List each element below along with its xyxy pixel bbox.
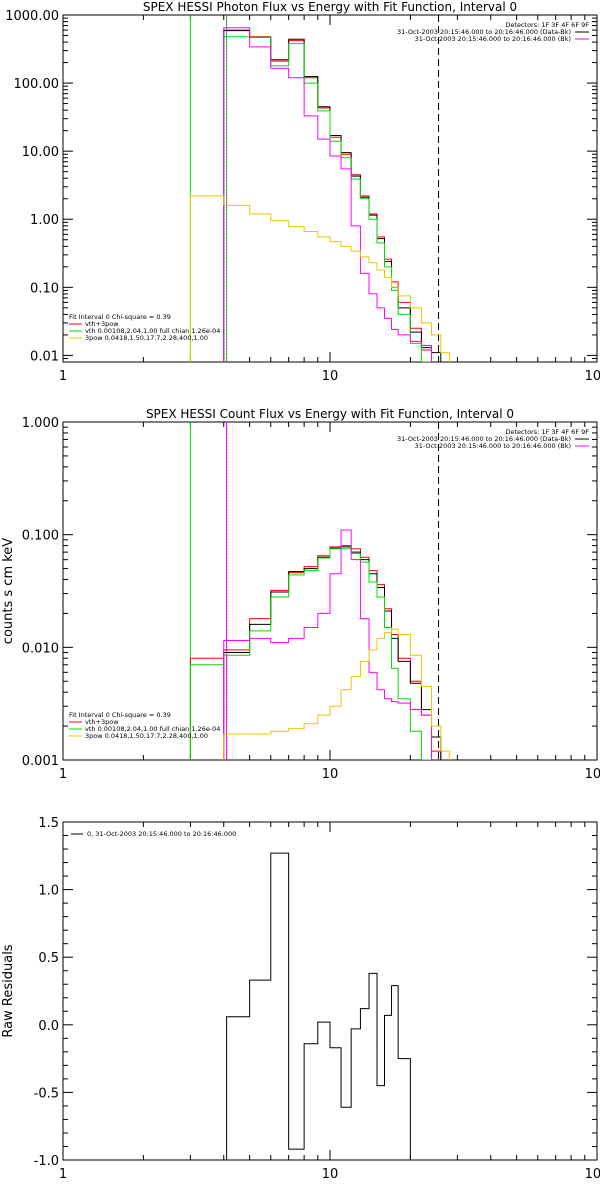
legend-right-item: 31-Oct-2003 20:15:46.000 to 20:16:46.000… [397,28,571,36]
y-tick-label: 0.010 [22,641,59,656]
panel-3: 1 10 100 -1.0 -0.5 0.0 0.5 1.0 1.5 Raw Residuals 0… [1,816,600,1182]
x-tick-label: 100 [585,1167,600,1182]
legend-right-item: 31-Oct-2003 20:15:46.000 to 20:16:46.000… [415,442,571,450]
series-4-line [223,529,433,760]
plot-frame [62,821,598,1161]
legend-left-item: vth+3pow [85,718,119,726]
y-tick-label: 0.01 [30,349,59,364]
y-tick-label: -1.0 [34,1154,59,1169]
legend-right-item: 31-Oct-2003 20:15:46.000 to 20:16:46.000… [397,435,571,443]
legend-left-item: Fit Interval 0 Chi-square = 0.39 [69,313,171,321]
series-1-line [226,852,411,1160]
y-tick-label: 1.0 [38,884,59,899]
plot-frame [62,14,598,363]
y-tick-label: 1.000 [22,416,59,431]
legend-left-item: vth 0.00108,2.04,1.00 full chian 1.26e-0… [85,725,220,733]
x-tick-label: 1 [59,1167,67,1182]
legend-top-item: 0, 31-Oct-2003 20:15:46.000 to 20:16:46.… [87,830,236,838]
x-tick-label: 10 [322,1167,339,1182]
panel-1: SPEX HESSI Photon Flux vs Energy with Fi… [5,0,600,384]
series-5-line [223,628,450,760]
x-tick-label: 1 [59,767,67,782]
series-2-line [223,30,442,362]
y-tick-label: 1.5 [38,816,59,831]
series-1-line [223,29,433,362]
y-axis-label: counts s cm keV [1,538,16,644]
series-4-line [223,27,433,362]
y-tick-label: 100.00 [14,77,60,92]
x-tick-label: 100 [585,767,600,782]
y-tick-label: 10.00 [22,145,59,160]
y-tick-label: 1.00 [30,213,59,228]
chart-title: SPEX HESSI Count Flux vs Energy with Fit… [146,407,514,421]
legend-right-item: Detectors: 1F 3F 4F 6F 9F [505,21,589,29]
legend-left-item: vth 0.00108,2.04,1.00 full chian 1.26e-0… [85,327,220,335]
y-tick-label: 0.100 [22,529,59,544]
series-2-line [223,546,442,760]
x-tick-label: 10 [322,369,339,384]
x-tick-label: 100 [585,369,600,384]
series-3-line [223,36,432,362]
legend-right-item: Detectors: 1F 3F 4F 6F 9F [505,428,589,436]
legend-left-item: 3pow 0.0418,1.50,17.7,2.28,400,1.00 [85,732,208,740]
panel-2: SPEX HESSI Count Flux vs Energy with Fit… [1,407,600,782]
legend-left-item: 3pow 0.0418,1.50,17.7,2.28,400,1.00 [85,334,208,342]
y-axis-label: Raw Residuals [1,944,16,1037]
y-tick-label: 1000.00 [5,9,59,24]
legend-right-item: 31-Oct-2003 20:15:46.000 to 20:16:46.000… [415,35,571,43]
x-tick-label: 10 [322,767,339,782]
y-tick-label: 0.0 [38,1019,59,1034]
y-tick-label: 0.5 [38,951,59,966]
chart-title: SPEX HESSI Photon Flux vs Energy with Fi… [143,0,517,14]
y-tick-label: 0.001 [22,754,59,769]
legend-left-item: Fit Interval 0 Chi-square = 0.39 [69,711,171,719]
y-tick-label: -0.5 [34,1086,59,1101]
series-5-line [189,195,450,362]
legend-left-item: vth+3pow [85,320,119,328]
x-tick-label: 1 [59,369,67,384]
y-tick-label: 0.10 [30,281,59,296]
